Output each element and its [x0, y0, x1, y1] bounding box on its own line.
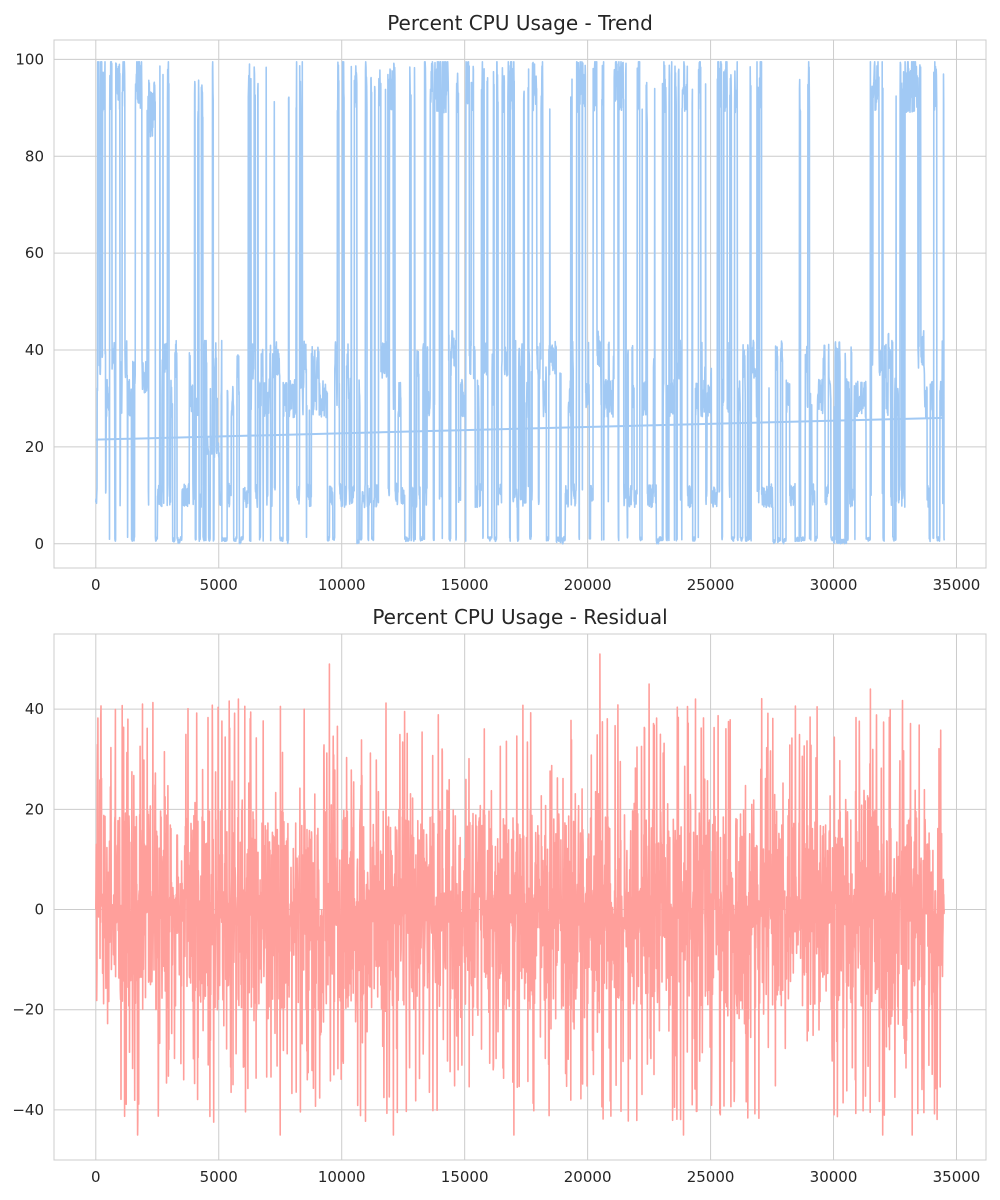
- x-tick-label: 5000: [200, 1168, 238, 1186]
- trend-series-line: [95, 61, 945, 545]
- y-tick-label: 20: [25, 800, 44, 818]
- x-tick-label: 25000: [687, 1168, 735, 1186]
- x-tick-label: 15000: [441, 576, 489, 594]
- x-tick-label: 30000: [810, 1168, 858, 1186]
- linear-trend-line: [95, 416, 945, 441]
- chart-title: Percent CPU Usage - Trend: [387, 11, 653, 35]
- chart-panel-1: 0 5000 10000 15000 20000 25000 30000 35000 0 20 40…: [15, 11, 987, 594]
- x-tick-label: 10000: [318, 576, 366, 594]
- y-tick-label: 80: [25, 147, 44, 165]
- y-tick-label: 0: [34, 901, 44, 919]
- plot-area: [95, 653, 945, 1136]
- y-tick-label: 20: [25, 438, 44, 456]
- chart-panel-2: 0 5000 10000 15000 20000 25000 30000 35000 −40 −2…: [12, 605, 987, 1186]
- y-tick-label: 0: [34, 535, 44, 553]
- x-tick-label: 35000: [933, 1168, 981, 1186]
- x-tick-label: 5000: [200, 576, 238, 594]
- y-tick-label: 40: [25, 341, 44, 359]
- chart-title: Percent CPU Usage - Residual: [372, 605, 667, 629]
- x-tick-label: 35000: [933, 576, 981, 594]
- x-tick-label: 15000: [441, 1168, 489, 1186]
- plot-frame: [53, 633, 987, 1161]
- x-tick-label: 0: [91, 1168, 101, 1186]
- plot-area: [95, 61, 945, 545]
- x-tick-label: 25000: [687, 576, 735, 594]
- y-tick-label: 40: [25, 700, 44, 718]
- y-tick-label: 100: [15, 50, 44, 68]
- x-tick-label: 0: [91, 576, 101, 594]
- y-tick-label: 60: [25, 244, 44, 262]
- x-tick-label: 20000: [564, 1168, 612, 1186]
- x-tick-label: 20000: [564, 576, 612, 594]
- y-tick-label: −40: [12, 1101, 44, 1119]
- x-tick-label: 10000: [318, 1168, 366, 1186]
- x-tick-label: 30000: [810, 576, 858, 594]
- residual-series-line: [95, 653, 945, 1136]
- plot-frame: [53, 39, 987, 569]
- y-tick-label: −20: [12, 1001, 44, 1019]
